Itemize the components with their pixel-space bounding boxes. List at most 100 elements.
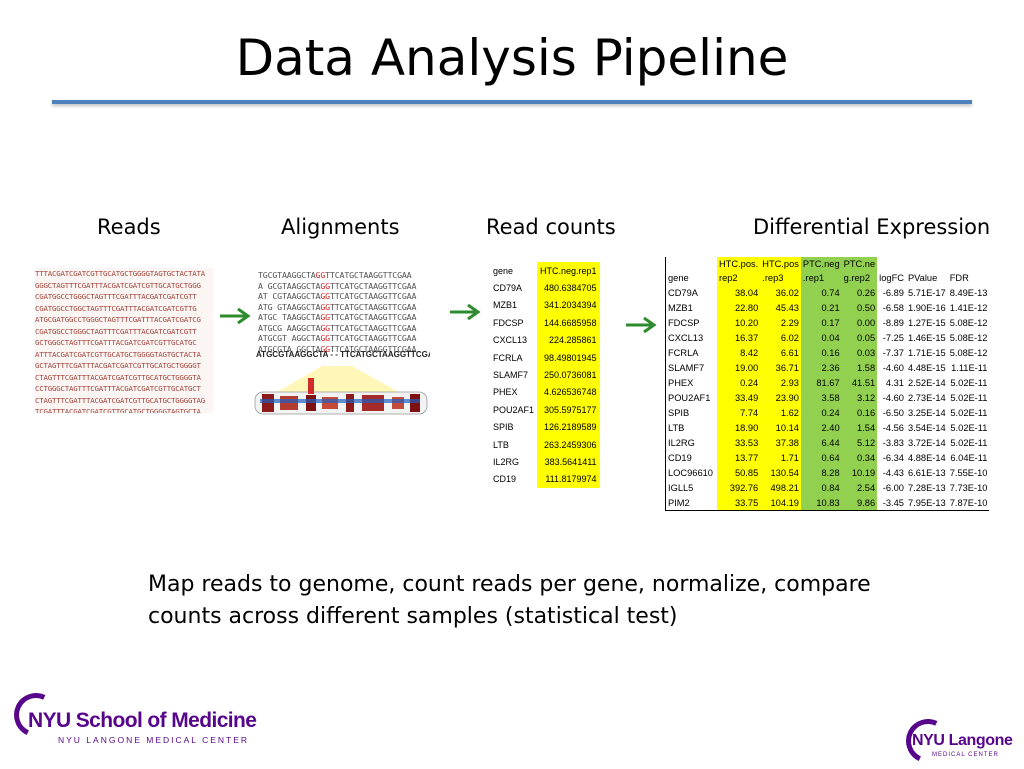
gene-cell: SPIB	[493, 422, 514, 433]
table-row: SPIB 7.74 1.62 0.24 0.16 -6.50 3.25E-14 5.02E-1…	[666, 405, 990, 420]
htc-pos-rep2-cell: 18.90	[716, 420, 761, 435]
table-row: FDCSP 144.6685958	[490, 314, 600, 332]
htc-pos-rep3-cell: 23.90	[760, 390, 801, 405]
read-sequence-line: CTAGTTTCGATTTACGATCGATCGTTGCATGCTGGGGTAG	[35, 395, 205, 405]
logfc-cell: -3.83	[882, 437, 904, 448]
count-cell: 341.2034394	[537, 296, 600, 315]
logfc-cell: -4.56	[882, 422, 904, 433]
pipeline-description: Map reads to genome, count reads per gen…	[148, 572, 871, 629]
table-row: FDCSP 10.20 2.29 0.17 0.00 -8.89 1.27E-15 5.08E…	[666, 315, 990, 330]
aligned-read-prefix: A GCGTAAGGCTA	[258, 280, 321, 291]
gene-cell: CD79A	[493, 283, 523, 294]
table-row: CXCL13 224.285861	[490, 331, 600, 349]
htc-pos-rep2-cell: 19.00	[716, 360, 761, 375]
count-cell: 250.0736081	[537, 366, 600, 384]
gene-cell: IGLL5	[668, 482, 694, 493]
ptc-neg-rep2-cell: 0.34	[841, 450, 878, 465]
arrow-right-icon	[450, 303, 481, 321]
fdr-cell: 8.49E-13	[949, 287, 988, 298]
fdr-cell: 5.08E-12	[949, 332, 988, 343]
read-sequence-line: GGGCTAGTTTCGATTTACGATCGATCGTTGCATGCTGGG	[35, 280, 201, 290]
fdr-cell: 5.08E-12	[949, 347, 988, 358]
gene-cell: CD19	[493, 474, 517, 485]
aligned-read-prefix: TGCGTAAGGCTA	[258, 270, 316, 280]
ptc-neg-rep1-cell: 2.40	[800, 420, 842, 435]
read-sequence-line: CGATGGCCTGGGCTAGTTTCGATTTACGATCGATCGTT	[35, 326, 197, 336]
table-row: IL2RG 33.53 37.38 6.44 5.12 -3.83 3.72E-14 5.02…	[666, 435, 990, 450]
htc-pos-rep2-cell: 50.85	[716, 465, 761, 480]
aligned-read-suffix: TTCATGCTAAGGTTCGAA	[329, 343, 417, 354]
logfc-cell: -6.00	[882, 482, 904, 493]
ptc-neg-rep1-cell: 81.67	[800, 375, 842, 390]
ptc-neg-rep2-cell: 1.58	[841, 360, 878, 375]
count-cell: 383.5641411	[537, 453, 600, 471]
logfc-cell: -8.89	[882, 317, 904, 328]
table-row: PHEX 4.626536748	[490, 383, 600, 402]
gene-cell: SPIB	[668, 407, 690, 418]
column-header: logFC	[877, 257, 906, 285]
alignment-image: TGCGTAAGGCTAGGTTCATGCTAAGGTTCGAA A GCGTAA…	[252, 266, 430, 416]
column-header: HTC.neg.rep1	[537, 262, 600, 280]
pvalue-cell: 2.52E-14	[907, 377, 946, 388]
htc-pos-rep3-cell: 1.71	[760, 450, 801, 465]
gene-cell: MZB1	[668, 302, 693, 313]
aligned-read-suffix: TTCATGCTAAGGTTCGAA	[329, 291, 417, 301]
mismatch-highlight: GG	[320, 301, 330, 312]
table-header-row: gene HTC.neg.rep1	[490, 262, 600, 280]
arrow-right-icon	[220, 307, 251, 325]
read-sequence-line: CGATGGCCTGGGCTAGTTTCGATTTACGATCGATCGTT	[35, 292, 197, 301]
table-header-row: gene HTC.pos. rep2 HTC.pos .rep3 PTC.neg .r…	[666, 257, 990, 285]
gene-cell: CXCL13	[493, 335, 528, 346]
count-cell: 126.2189589	[537, 418, 600, 436]
ptc-neg-rep2-cell: 0.50	[841, 300, 878, 315]
aligned-read-line: AT CGTAAGGCTAGGTTCATGCTAAGGTTCGAA	[258, 291, 416, 302]
aligned-read-prefix: ATGCGTA GGCTA	[258, 343, 321, 354]
aligned-read-suffix: TTCATGCTAAGGTTCGAA	[329, 322, 417, 333]
aligned-read-suffix: TTCATGCTAAGGTTCGAA	[329, 312, 417, 322]
read-sequence-line: CTAGTTTCGATTTACGATCGATCGTTGCATGCTGGGGTA	[35, 372, 201, 382]
table-row: POU2AF1 33.49 23.90 3.58 3.12 -4.60 2.73E-14 5.…	[666, 390, 990, 405]
ptc-neg-rep1-cell: 0.16	[800, 345, 842, 360]
ptc-neg-rep1-cell: 0.24	[800, 405, 842, 420]
htc-pos-rep3-cell: 104.19	[760, 495, 801, 511]
gene-cell: IL2RG	[668, 437, 695, 448]
table-row: LOC96610 50.85 130.54 8.28 10.19 -4.43 6.61E-1…	[666, 465, 990, 480]
mismatch-highlight: GG	[320, 291, 330, 301]
pvalue-cell: 3.54E-14	[907, 422, 946, 433]
fdr-cell: 7.55E-10	[949, 467, 988, 478]
htc-pos-rep3-cell: 45.43	[760, 300, 801, 315]
mismatch-highlight: GG	[320, 333, 330, 343]
aligned-read-suffix: TTCATGCTAAGGTTCGAA	[329, 280, 417, 291]
pvalue-cell: 3.25E-14	[907, 407, 946, 418]
read-sequence-line: CCTGGGCTAGTTTCGATTTACGATCGATCGTTGCATGCT	[35, 384, 201, 393]
ptc-neg-rep1-cell: 0.84	[800, 480, 842, 495]
gene-cell: FDCSP	[493, 317, 524, 328]
gene-cell: SLAMF7	[493, 370, 529, 381]
aligned-read-line: ATG GTAAGGCTAGGTTCATGCTAAGGTTCGAA	[258, 302, 416, 313]
table-row: CXCL13 16.37 6.02 0.04 0.05 -7.25 1.46E-15 5.08…	[666, 330, 990, 345]
table-row: LTB 263.2459306	[490, 435, 600, 454]
count-cell: 111.8179974	[537, 470, 600, 489]
gene-cell: PHEX	[493, 387, 518, 398]
table-row: PHEX 0.24 2.93 81.67 41.51 4.31 2.52E-14 5.02E-…	[666, 375, 990, 390]
logfc-cell: -6.58	[882, 302, 904, 313]
ptc-neg-rep1-cell: 0.04	[800, 330, 842, 345]
htc-pos-rep3-cell: 37.38	[760, 435, 801, 450]
logfc-cell: -4.60	[882, 362, 904, 373]
htc-pos-rep3-cell: 498.21	[760, 480, 801, 495]
column-header-text: gene	[668, 273, 689, 283]
ptc-neg-rep2-cell: 5.12	[841, 435, 878, 450]
ptc-neg-rep2-cell: 1.54	[841, 420, 878, 435]
aligned-read-prefix: ATGCGT AGGCTA	[258, 333, 321, 343]
logfc-cell: -7.25	[882, 332, 904, 343]
htc-pos-rep3-cell: 130.54	[760, 465, 801, 480]
reference-sequence: ATGCGTAAGGCTA - - TTCATGCTAAGGTTCGAA	[256, 350, 430, 359]
mismatch-highlight: GG	[320, 343, 330, 354]
pvalue-cell: 1.46E-15	[907, 332, 946, 343]
ptc-neg-rep2-cell: 41.51	[841, 375, 878, 390]
fdr-cell: 1.41E-12	[949, 302, 988, 313]
aligned-read-prefix: ATGCG AAGGCTA	[258, 322, 321, 333]
aligned-read-prefix: ATGC TAAGGCTA	[258, 312, 321, 322]
aligned-read-line: ATGC TAAGGCTAGGTTCATGCTAAGGTTCGAA	[258, 312, 416, 323]
aligned-read-suffix: TTCATGCTAAGGTTCGAA	[325, 270, 412, 280]
